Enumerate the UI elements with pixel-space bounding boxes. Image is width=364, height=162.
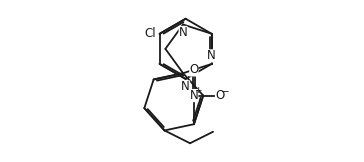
Text: −: −	[221, 87, 229, 97]
Text: N: N	[179, 26, 187, 39]
Text: O: O	[189, 63, 198, 76]
Text: N: N	[190, 89, 198, 102]
Text: Cl: Cl	[145, 27, 156, 40]
Text: N: N	[181, 81, 190, 93]
Text: N: N	[207, 49, 216, 62]
Text: O: O	[215, 89, 224, 102]
Text: +: +	[194, 86, 202, 95]
